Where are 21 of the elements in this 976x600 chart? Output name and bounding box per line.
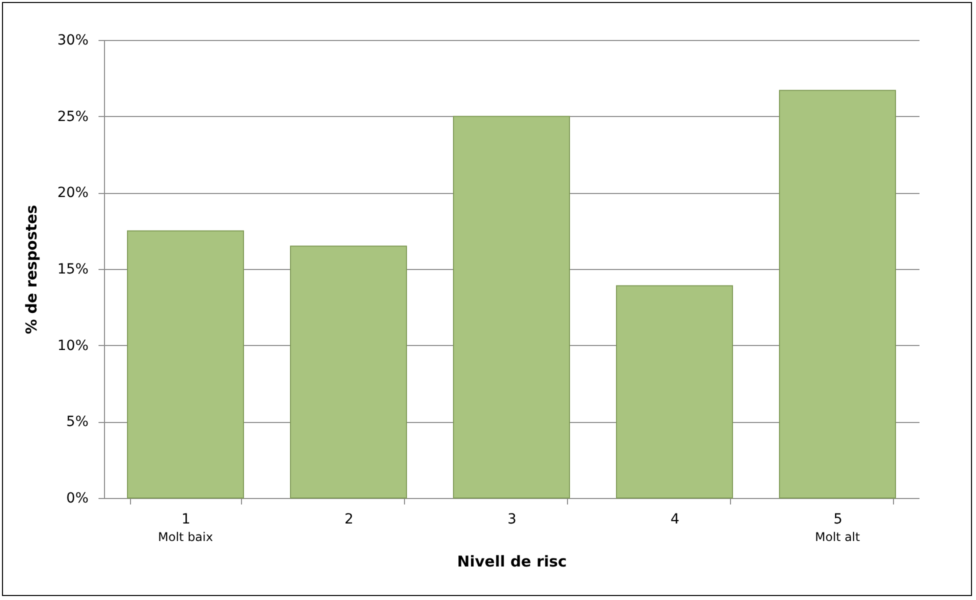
bar <box>616 285 733 498</box>
x-tick-label: 2 <box>344 512 354 528</box>
text: Molt alt <box>815 530 860 544</box>
x-tick-label: 5 <box>834 512 842 528</box>
y-tick-label: 0% <box>66 490 88 506</box>
y-tick-label: 30% <box>57 32 88 48</box>
x-tick-label: 3 <box>508 512 516 528</box>
x-axis-title: Nivell de risc <box>457 552 567 570</box>
bar <box>779 90 896 498</box>
bar <box>453 116 570 498</box>
text: Molt baix <box>158 530 213 544</box>
y-tick-label: 15% <box>57 262 88 278</box>
bar <box>290 246 407 498</box>
y-tick-label: 25% <box>57 108 88 125</box>
x-tick-label: 4 <box>670 512 680 528</box>
x-tick-label: 1 <box>182 512 190 528</box>
y-axis-title: % de respostes <box>22 204 40 334</box>
y-tick-label: 10% <box>57 338 88 354</box>
bar <box>127 230 244 498</box>
y-tick-label: 20% <box>57 185 88 202</box>
y-tick-label: 5% <box>66 414 88 430</box>
